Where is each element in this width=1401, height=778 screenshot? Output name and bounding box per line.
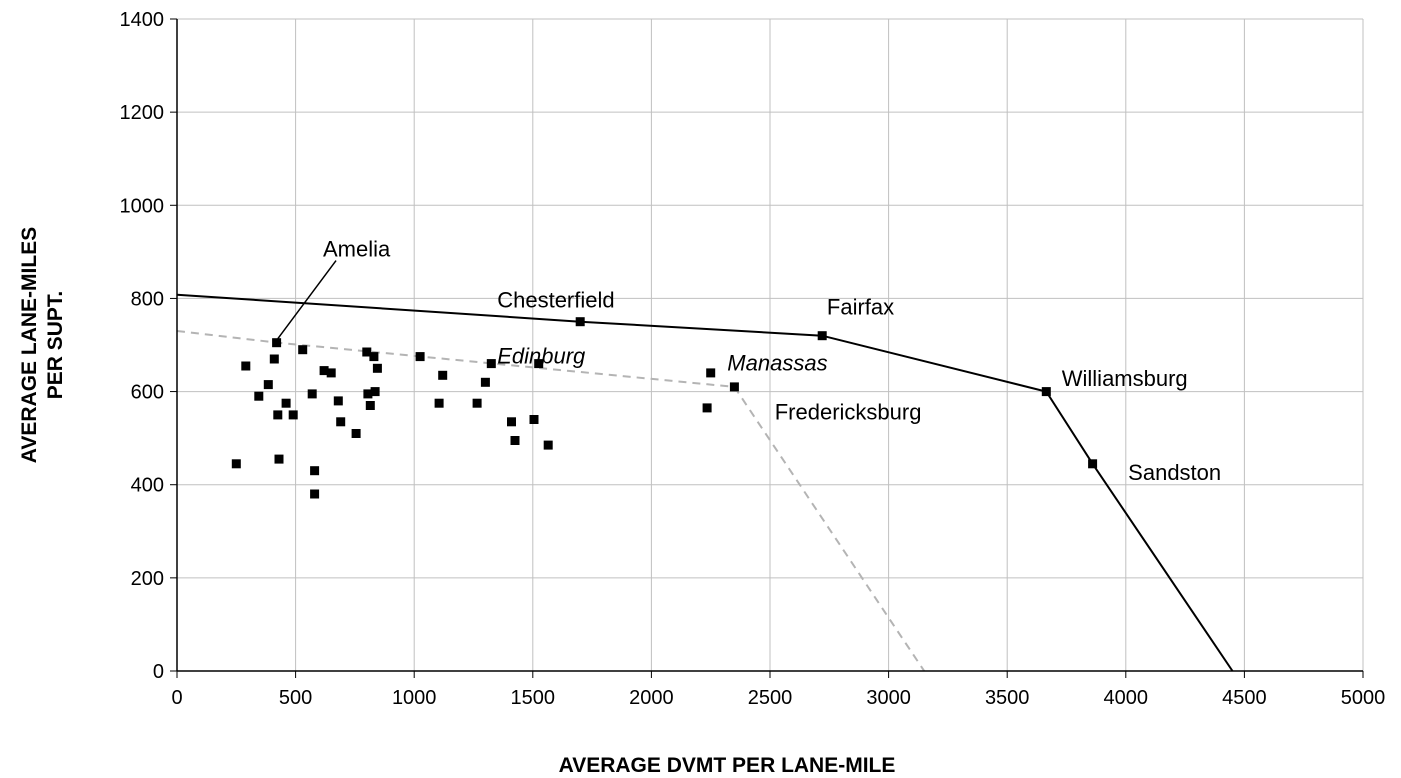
data-point-33: [529, 415, 539, 424]
data-point-8: [281, 398, 291, 408]
x-tick-label-5: 2500: [748, 687, 793, 709]
data-points: [231, 317, 1098, 499]
data-point-41: [1041, 387, 1051, 397]
data-point-4: [269, 354, 279, 364]
frontier-line-solid: [176, 293, 1234, 672]
y-tick-label-5: 1000: [120, 195, 165, 217]
data-point-13: [310, 489, 320, 499]
annotations: Amelia Chesterfield Fairfax Edinburg Manassa…: [277, 237, 1221, 485]
data-point-34: [534, 359, 544, 369]
data-point-10: [298, 345, 308, 355]
grid: [177, 18, 1364, 671]
y-tick-label-1: 200: [131, 568, 164, 590]
annotation-amelia: Amelia: [323, 237, 391, 262]
y-tick-label-0: 0: [153, 661, 164, 683]
y-axis-title-line-2: PER SUPT.: [44, 291, 67, 400]
x-tick-label-6: 3000: [866, 687, 911, 709]
x-tick-label-9: 4500: [1222, 687, 1267, 709]
x-tick-label-10: 5000: [1341, 687, 1386, 709]
data-point-7: [274, 454, 284, 464]
annotation-manassas: Manassas: [727, 351, 827, 376]
ticks: 0 500 1000 1500 2000 2500 3000 3500 4000 4500 5000…: [120, 9, 1386, 709]
data-point-26: [434, 398, 444, 408]
data-point-17: [336, 417, 346, 427]
data-point-9: [288, 410, 298, 420]
data-point-22: [369, 352, 379, 362]
data-point-25: [415, 352, 425, 362]
annotation-pointer-amelia: [277, 260, 337, 340]
data-point-14: [319, 366, 329, 376]
series-lines: [176, 293, 1234, 672]
data-point-5: [272, 338, 282, 348]
x-tick-label-3: 1500: [511, 687, 556, 709]
data-point-29: [480, 377, 490, 387]
data-point-18: [351, 429, 361, 438]
data-point-28: [472, 398, 482, 408]
y-tick-label-4: 800: [131, 288, 164, 310]
data-point-12: [310, 466, 320, 476]
annotation-williamsburg: Williamsburg: [1062, 366, 1188, 391]
data-point-6: [273, 410, 283, 420]
data-point-27: [438, 370, 448, 380]
y-axis-title-line-1: AVERAGE LANE-MILES: [18, 227, 41, 463]
y-tick-label-2: 400: [131, 475, 164, 497]
data-point-37: [702, 403, 712, 413]
data-point-2: [254, 391, 264, 401]
x-axis-title: AVERAGE DVMT PER LANE-MILE: [559, 754, 896, 777]
data-point-21: [365, 401, 375, 410]
data-point-31: [507, 417, 516, 427]
data-point-36: [575, 317, 585, 327]
annotation-fredericksburg: Fredericksburg: [775, 400, 922, 425]
x-tick-label-2: 1000: [392, 687, 437, 709]
x-tick-label-7: 3500: [985, 687, 1030, 709]
data-point-11: [307, 389, 317, 399]
data-point-35: [543, 440, 553, 450]
data-point-23: [370, 387, 380, 397]
annotation-fairfax: Fairfax: [827, 295, 894, 320]
data-point-19: [362, 347, 372, 357]
data-point-1: [241, 361, 251, 371]
annotation-edinburg: Edinburg: [497, 344, 586, 369]
data-point-24: [372, 363, 382, 373]
data-point-30: [486, 359, 496, 369]
y-tick-label-6: 1200: [120, 102, 165, 124]
x-tick-label-4: 2000: [629, 687, 674, 709]
data-point-40: [817, 331, 827, 341]
x-tick-label-8: 4000: [1104, 687, 1149, 709]
x-tick-label-0: 0: [171, 687, 182, 709]
data-point-15: [326, 368, 336, 378]
data-point-39: [729, 382, 739, 392]
data-point-20: [363, 389, 373, 399]
y-tick-label-3: 600: [131, 382, 164, 404]
data-point-16: [333, 396, 343, 406]
annotation-sandston: Sandston: [1128, 460, 1221, 485]
x-tick-label-1: 500: [279, 687, 312, 709]
data-point-38: [706, 368, 716, 378]
annotation-chesterfield: Chesterfield: [497, 288, 614, 313]
data-point-42: [1088, 459, 1098, 469]
data-point-32: [510, 436, 520, 445]
data-point-0: [231, 459, 241, 469]
data-point-3: [263, 380, 273, 390]
frontier-line-dashed: [176, 330, 926, 672]
y-tick-label-7: 1400: [120, 9, 165, 31]
